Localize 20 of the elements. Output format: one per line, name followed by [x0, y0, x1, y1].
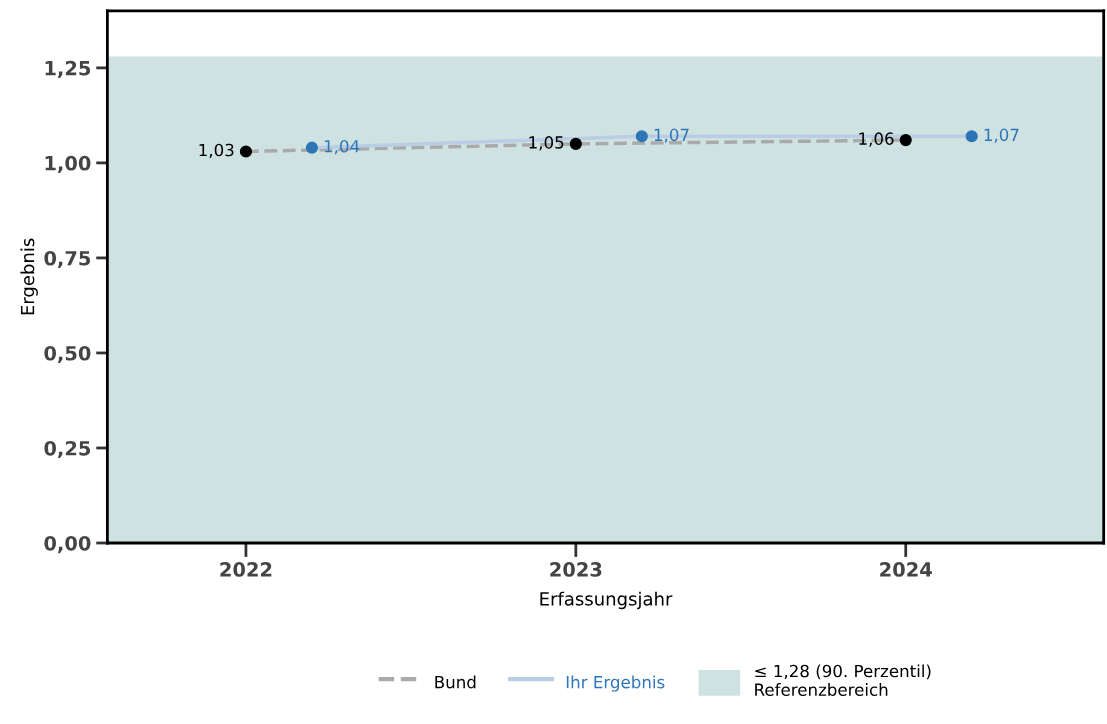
- data-label: 1,06: [859, 132, 894, 147]
- y-tick-label: 0,00: [44, 535, 91, 554]
- x-tick-label: 2023: [550, 562, 602, 577]
- x-axis-title: Erfassungsjahr: [540, 591, 673, 610]
- data-label: 1,05: [529, 136, 564, 151]
- legend-label: Bund: [435, 675, 476, 689]
- data-label: 1,07: [984, 128, 1019, 143]
- y-axis-title: Ergebnis: [20, 238, 38, 315]
- x-tick-label: 2024: [880, 562, 932, 577]
- data-label: 1,03: [199, 143, 234, 159]
- y-tick-label: 1,00: [45, 155, 91, 174]
- y-tick-label: 1,25: [45, 60, 91, 79]
- data-label: 1,04: [324, 139, 360, 155]
- y-tick-label: 0,25: [44, 440, 91, 459]
- legend-label: Ihr Ergebnis: [566, 675, 665, 692]
- x-tick-label: 2022: [220, 562, 272, 577]
- legend-label: ≤ 1,28 (90. Perzentil) Referenzbereich: [755, 664, 931, 696]
- data-label: 1,07: [654, 128, 689, 143]
- y-tick-label: 0,50: [44, 345, 91, 364]
- y-tick-label: 0,75: [44, 250, 91, 269]
